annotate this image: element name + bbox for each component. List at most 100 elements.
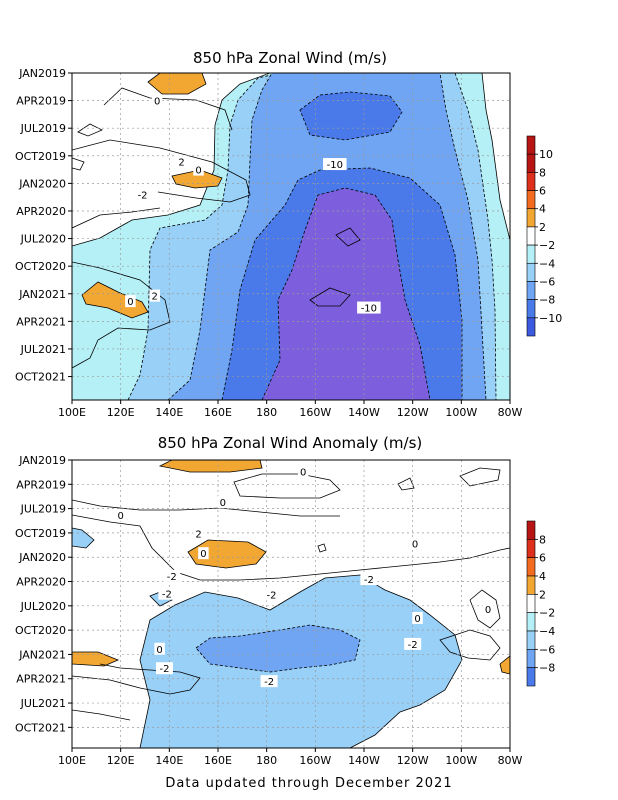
top-colorbar-segment: [526, 135, 536, 155]
bottom-contour-label-bg: [154, 642, 165, 655]
top-colorbar-segment: [526, 208, 536, 228]
bottom-contour-label: -2: [167, 572, 177, 583]
bottom-colorbar-label: −4: [539, 625, 555, 638]
bottom-positive-region: [187, 539, 267, 569]
bottom-contour-line: [233, 473, 341, 499]
bottom-x-tick-label: 140E: [155, 754, 183, 767]
bottom-x-tick-label: 100E: [58, 754, 86, 767]
top-colorbar-label: 10: [539, 148, 553, 161]
top-contour-label: -2: [138, 190, 148, 201]
bottom-colorbar-label: 8: [539, 533, 546, 546]
top-colorbar-segment: [526, 244, 536, 264]
bottom-contour-label: -2: [364, 575, 374, 586]
bottom-x-tick-label: 80W: [498, 754, 523, 767]
top-chart-title: 850 hPa Zonal Wind (m/s): [193, 49, 387, 67]
top-x-tick-label: 140W: [348, 406, 380, 419]
top-contour-line: [335, 227, 361, 247]
bottom-panel: 850 hPa Zonal Wind Anomaly (m/s): [15, 434, 555, 767]
top-contour-label-bg: [149, 289, 160, 302]
bottom-y-tick-label: APR2019: [16, 478, 66, 491]
top-colorbar-segment: [526, 153, 536, 173]
bottom-contour-line: [72, 514, 510, 581]
bottom-colorbar-label: −6: [539, 643, 555, 656]
bottom-contour-label-bg: [263, 588, 281, 601]
bottom-contour-label-bg: [409, 537, 421, 550]
bottom-y-tick-label: OCT2020: [15, 624, 66, 637]
top-colorbar-segment: [526, 190, 536, 210]
bottom-contour-label: 0: [414, 614, 420, 625]
top-x-tick-label: 100W: [445, 406, 477, 419]
top-y-tick-label: OCT2020: [15, 260, 66, 273]
top-heatmap: [72, 73, 510, 400]
bottom-contour-label-bg: [404, 637, 422, 650]
top-contour-line: [77, 123, 103, 137]
top-y-tick-label: APR2020: [16, 205, 66, 218]
top-colorbar-label: −10: [539, 312, 562, 325]
bottom-positive-region: [72, 651, 120, 667]
bottom-colorbar-label: 6: [539, 552, 546, 565]
top-colorbar-segment: [526, 317, 536, 337]
top-colorbar-label: 6: [539, 185, 546, 198]
top-grid: [72, 73, 510, 400]
top-x-tick-label: 80W: [498, 406, 523, 419]
bottom-contour-label: -2: [264, 677, 274, 688]
bottom-colorbar-segment: [526, 630, 536, 650]
top-colorbar-label: 8: [539, 166, 546, 179]
bottom-contour-labels: 0 0 0 2 0 0 -2 -2 -2 -2 0 0 0 -2 -2 -2: [115, 465, 494, 688]
bottom-x-tick-label: 160E: [204, 754, 232, 767]
bottom-contour-label: 0: [220, 498, 226, 509]
top-contour-label: 2: [152, 292, 158, 303]
bottom-colorbar-label: −8: [539, 662, 555, 675]
bottom-contour-fill-minus4: [195, 624, 361, 673]
bottom-colorbar-segment: [526, 557, 536, 577]
bottom-x-tick-label: 120W: [397, 754, 429, 767]
top-x-tick-label: 180: [256, 406, 277, 419]
top-y-tick-label: OCT2019: [15, 150, 66, 163]
bottom-contour-label-bg: [163, 569, 181, 582]
top-contour-line: [72, 139, 251, 203]
top-x-tick-label: 100E: [58, 406, 86, 419]
bottom-colorbar-segment: [526, 612, 536, 632]
bottom-contour-label: -2: [267, 590, 277, 601]
top-contour-label: -10: [327, 160, 343, 171]
top-contour-line: [72, 207, 161, 229]
bottom-x-tick-label: 140W: [348, 754, 380, 767]
top-colorbar-segment: [526, 226, 536, 246]
bottom-x-ticks: 100E 120E 140E 160E 180 160W 140W 120W 100W 80W: [58, 748, 523, 767]
bottom-plot-frame: [71, 459, 511, 749]
footer-note: Data updated through December 2021: [165, 776, 453, 791]
bottom-heatmap: [72, 460, 510, 748]
bottom-positive-region: [499, 655, 510, 675]
bottom-y-tick-label: APR2020: [16, 576, 66, 589]
bottom-contour-label-bg: [193, 527, 204, 540]
bottom-colorbar-segment: [526, 539, 536, 558]
bottom-contour-label-bg: [260, 675, 278, 688]
top-y-tick-label: JAN2019: [18, 67, 66, 80]
top-colorbar-label: 2: [539, 221, 546, 234]
top-colorbar-segment: [526, 172, 536, 191]
top-panel: 850 hPa Zonal Wind (m/s): [15, 49, 562, 419]
top-y-tick-label: APR2019: [16, 95, 66, 108]
top-y-tick-label: OCT2021: [15, 371, 66, 384]
top-contour-label-bg: [151, 94, 163, 107]
top-contour-label: 0: [195, 166, 201, 177]
bottom-y-tick-label: APR2021: [16, 673, 66, 686]
top-y-tick-label: JUL2020: [20, 233, 66, 246]
bottom-contour-label: -2: [159, 664, 169, 675]
bottom-colorbar-label: 2: [539, 588, 546, 601]
bottom-contour-label-bg: [198, 547, 209, 560]
bottom-x-tick-label: 160W: [299, 754, 331, 767]
top-colorbar-segment: [526, 299, 536, 319]
bottom-y-tick-label: JAN2020: [18, 551, 66, 564]
top-colorbar-label: −2: [539, 239, 555, 252]
top-contour-label: 2: [178, 157, 184, 168]
top-contour-label: 0: [127, 297, 133, 308]
bottom-contour-label: 0: [412, 539, 418, 550]
bottom-contour-line: [317, 543, 327, 553]
top-contour-label-bg: [193, 163, 204, 176]
top-contour-label-bg: [323, 158, 347, 171]
bottom-y-tick-label: JUL2021: [20, 697, 66, 710]
top-contour-label-bg: [357, 301, 381, 314]
bottom-contour-label-bg: [412, 611, 423, 624]
top-x-tick-label: 120E: [107, 406, 135, 419]
